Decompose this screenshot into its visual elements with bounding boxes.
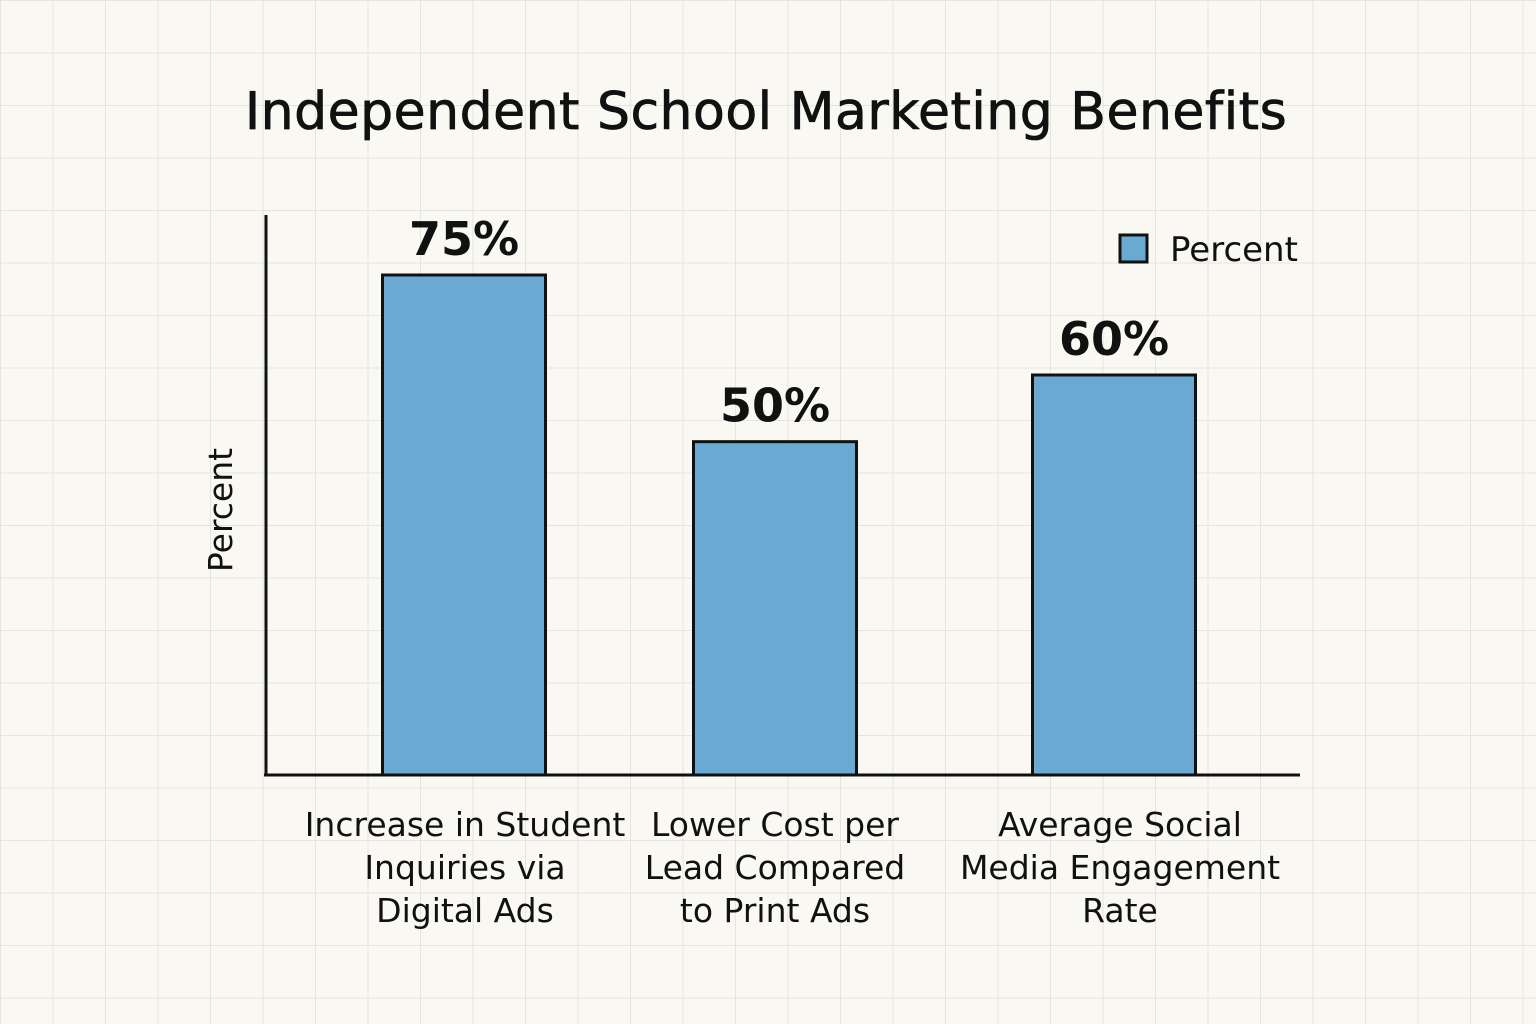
data-label-1: 75% (409, 212, 519, 266)
bar-1 (381, 273, 547, 777)
legend-label: Percent (1170, 230, 1298, 270)
legend: Percent (1118, 230, 1298, 270)
bar-3 (1031, 373, 1197, 777)
category-label-line: Digital Ads (376, 891, 554, 930)
category-label-line: Lower Cost per (651, 805, 899, 844)
category-label-2: Lower Cost per Lead Compared to Print Ads (645, 805, 905, 930)
data-label-3: 60% (1059, 312, 1169, 366)
category-label-line: Increase in Student (305, 805, 626, 844)
bars-layer (381, 273, 1197, 777)
bar-2 (692, 440, 858, 777)
y-axis-label: Percent (201, 448, 240, 572)
legend-swatch (1118, 233, 1149, 264)
labels-layer: 75% Increase in Student Inquiries via Digit… (305, 212, 1280, 930)
category-label-line: to Print Ads (680, 891, 870, 930)
data-label-2: 50% (720, 379, 830, 433)
category-label-line: Media Engagement (960, 848, 1280, 887)
category-label-line: Lead Compared (645, 848, 905, 887)
chart-title: Independent School Marketing Benefits (244, 82, 1288, 143)
category-label-line: Average Social (998, 805, 1242, 844)
category-label-1: Increase in Student Inquiries via Digital … (305, 805, 626, 930)
axes-layer (264, 215, 1300, 777)
category-label-3: Average Social Media Engagement Rate (960, 805, 1280, 930)
category-label-line: Rate (1082, 891, 1158, 930)
category-label-line: Inquiries via (364, 848, 565, 887)
